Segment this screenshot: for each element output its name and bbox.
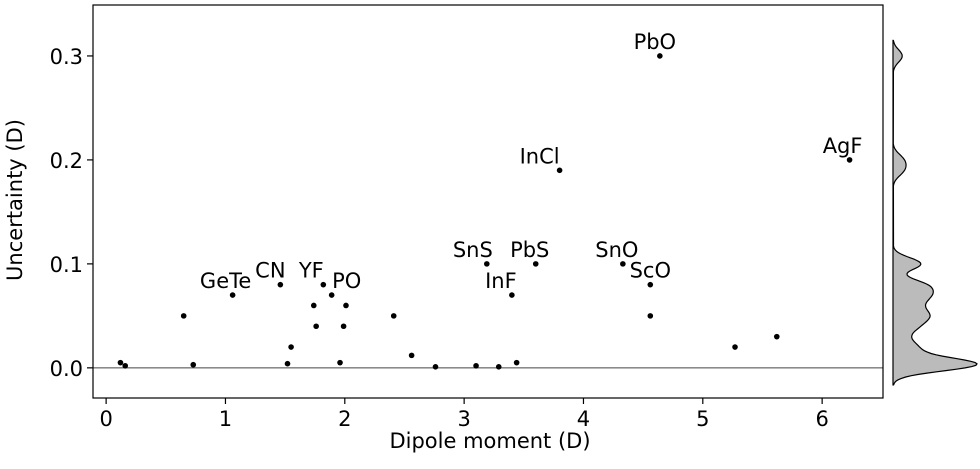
point bbox=[657, 53, 663, 59]
y-axis-label: Uncertainty (D) bbox=[3, 119, 27, 281]
point bbox=[647, 281, 654, 288]
point-label: ScO bbox=[630, 259, 671, 283]
y-tick-label: 0.1 bbox=[50, 253, 83, 277]
marginal-density bbox=[892, 39, 978, 386]
x-tick-label: 4 bbox=[577, 407, 590, 431]
point bbox=[122, 362, 129, 369]
point-label: CN bbox=[255, 259, 285, 283]
point bbox=[495, 364, 502, 370]
point-label: YF bbox=[298, 259, 324, 283]
point bbox=[509, 292, 515, 298]
plot-frame bbox=[92, 4, 884, 399]
point bbox=[556, 167, 563, 174]
point bbox=[190, 361, 197, 368]
point bbox=[846, 157, 853, 163]
point bbox=[773, 333, 780, 340]
x-axis-label: Dipole moment (D) bbox=[389, 429, 590, 453]
x-tick-label: 5 bbox=[696, 407, 709, 431]
point bbox=[484, 261, 490, 267]
point bbox=[390, 313, 397, 319]
point bbox=[277, 281, 284, 288]
x-tick-label: 2 bbox=[338, 407, 351, 431]
point bbox=[117, 359, 124, 366]
point bbox=[284, 360, 291, 367]
x-tick-label: 1 bbox=[219, 407, 232, 431]
point bbox=[513, 359, 520, 366]
x-tick-label: 6 bbox=[815, 407, 828, 431]
point-label: PbO bbox=[634, 30, 677, 54]
point-label: PO bbox=[332, 269, 361, 293]
point-label: InF bbox=[485, 269, 517, 293]
point-label: InCl bbox=[520, 144, 560, 168]
point bbox=[732, 344, 738, 350]
y-tick-label: 0.0 bbox=[50, 357, 83, 381]
point bbox=[229, 292, 236, 298]
point-label: PbS bbox=[510, 238, 549, 262]
x-tick-label: 3 bbox=[457, 407, 470, 431]
point bbox=[432, 364, 439, 370]
point-label: SnS bbox=[453, 238, 493, 262]
point-label: SnO bbox=[595, 238, 638, 262]
point-label: GeTe bbox=[200, 269, 251, 293]
x-tick-label: 0 bbox=[99, 407, 112, 431]
point bbox=[340, 323, 347, 330]
point bbox=[313, 323, 319, 330]
point bbox=[343, 302, 349, 309]
point bbox=[408, 352, 415, 359]
point bbox=[473, 362, 479, 369]
y-tick-label: 0.2 bbox=[50, 149, 83, 173]
point bbox=[288, 344, 294, 350]
point bbox=[320, 281, 327, 288]
point bbox=[532, 261, 539, 267]
point bbox=[310, 302, 317, 309]
point-label: AgF bbox=[823, 134, 863, 158]
y-tick-label: 0.3 bbox=[50, 45, 83, 69]
point bbox=[328, 292, 335, 298]
point bbox=[180, 313, 187, 319]
point bbox=[337, 359, 343, 366]
point bbox=[620, 261, 626, 267]
point bbox=[647, 313, 654, 319]
